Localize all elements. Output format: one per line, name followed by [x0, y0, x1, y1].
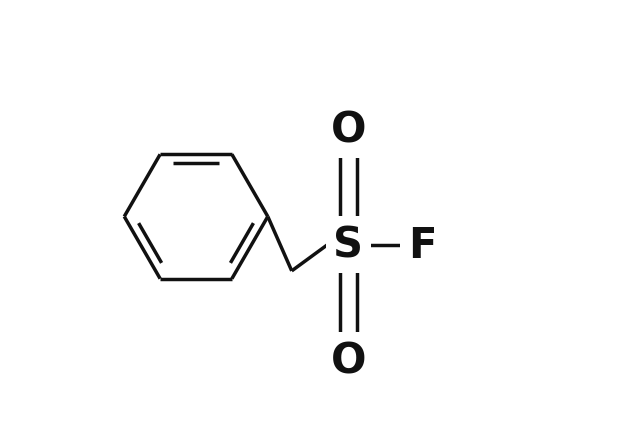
- Text: O: O: [330, 339, 366, 381]
- Text: S: S: [333, 224, 364, 266]
- Text: F: F: [408, 224, 436, 266]
- Text: O: O: [330, 109, 366, 151]
